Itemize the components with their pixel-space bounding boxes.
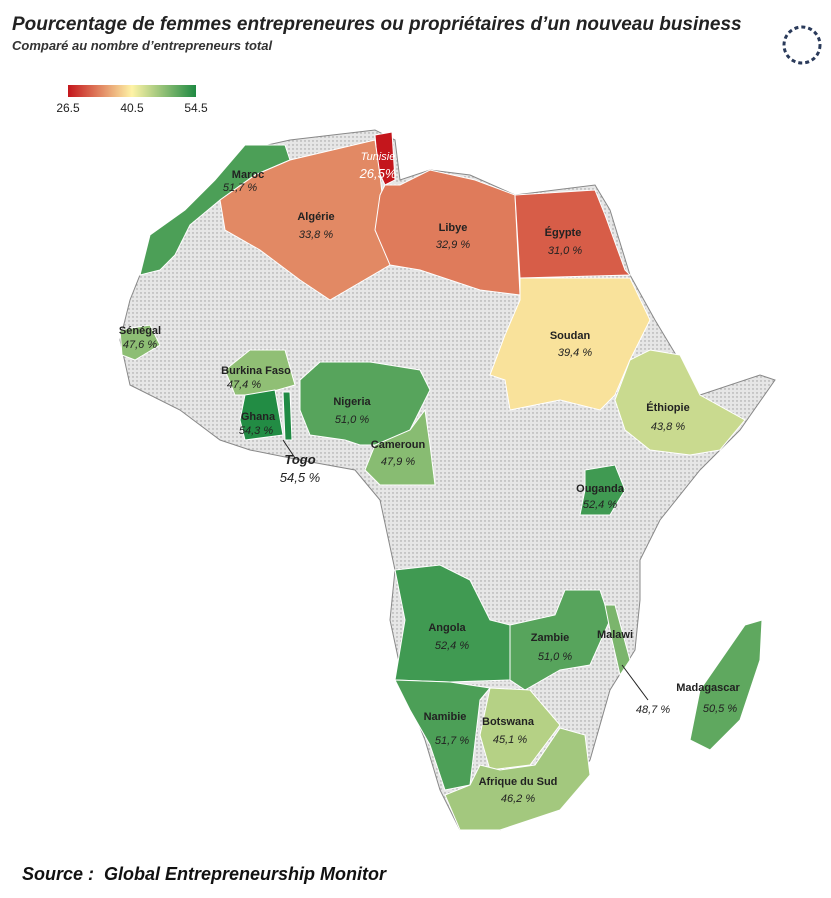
country-value: 39,4 % xyxy=(558,347,592,359)
country xyxy=(614,349,746,456)
country-value: 54,3 % xyxy=(239,425,273,437)
country-name: Nigeria xyxy=(333,396,371,408)
country-value: 51,7 % xyxy=(435,735,469,747)
country-value: 46,2 % xyxy=(501,793,535,805)
country-value: 33,8 % xyxy=(299,229,333,241)
country-name: Égypte xyxy=(545,226,582,239)
country xyxy=(579,464,626,516)
malawi-leader xyxy=(621,664,649,701)
togo-leader xyxy=(282,439,296,459)
country-value: 51,0 % xyxy=(538,651,572,663)
country-value: 26,5% xyxy=(359,166,397,181)
country-name: Ouganda xyxy=(576,483,625,495)
source-label: Source : xyxy=(22,864,94,884)
country-name: Tunisie xyxy=(361,151,396,163)
country-value: 51,7 % xyxy=(223,182,257,194)
country-value: 45,1 % xyxy=(493,734,527,746)
legend-tick-label: 40.5 xyxy=(120,101,144,115)
country-value: 47,6 % xyxy=(123,339,157,351)
country xyxy=(364,408,436,486)
country-name: Sénégal xyxy=(119,325,161,337)
legend-tick-label: 54.5 xyxy=(184,101,208,115)
country xyxy=(509,589,611,691)
country-name: Éthiopie xyxy=(646,401,689,414)
country-name: Malawi xyxy=(597,629,633,641)
country-name: Botswana xyxy=(482,716,535,728)
country xyxy=(489,277,651,411)
country xyxy=(224,349,296,396)
country xyxy=(239,389,284,441)
country-name: Afrique du Sud xyxy=(479,776,558,788)
country-value: 52,4 % xyxy=(583,499,617,511)
country-value: 52,4 % xyxy=(435,640,469,652)
country-name: Ghana xyxy=(241,411,276,423)
country-value: 47,4 % xyxy=(227,379,261,391)
country xyxy=(444,727,591,831)
subtitle: Comparé au nombre d’entrepreneurs total xyxy=(12,38,272,53)
country-name: Namibie xyxy=(424,711,467,723)
country xyxy=(689,619,763,751)
legend-bar xyxy=(68,85,196,97)
country xyxy=(282,391,293,441)
country xyxy=(119,324,161,361)
country-value: 48,7 % xyxy=(636,704,670,716)
country-name: Togo xyxy=(284,452,315,467)
country-value: 51,0 % xyxy=(335,414,369,426)
country-name: Burkina Faso xyxy=(221,365,291,377)
country xyxy=(604,604,631,677)
country-name: Maroc xyxy=(232,169,264,181)
country-name: Zambie xyxy=(531,632,570,644)
country xyxy=(374,169,521,296)
country-name: Algérie xyxy=(297,211,334,223)
country-name: Libye xyxy=(439,222,468,234)
country-name: Soudan xyxy=(550,330,591,342)
logo xyxy=(782,25,822,65)
country-value: 47,9 % xyxy=(381,456,415,468)
country-value: 50,5 % xyxy=(703,703,737,715)
country-name: Cameroun xyxy=(371,439,426,451)
country-value: 43,8 % xyxy=(651,421,685,433)
country-value: 54,5 % xyxy=(280,470,320,485)
country xyxy=(479,687,561,771)
country-value: 32,9 % xyxy=(436,239,470,251)
country-name: Madagascar xyxy=(676,682,740,694)
country-value: 31,0 % xyxy=(548,245,582,257)
country-name: Angola xyxy=(428,622,466,634)
source-text: Global Entrepreneurship Monitor xyxy=(104,864,387,884)
legend-tick-label: 26.5 xyxy=(56,101,80,115)
title: Pourcentage de femmes entrepreneures ou … xyxy=(12,14,742,35)
